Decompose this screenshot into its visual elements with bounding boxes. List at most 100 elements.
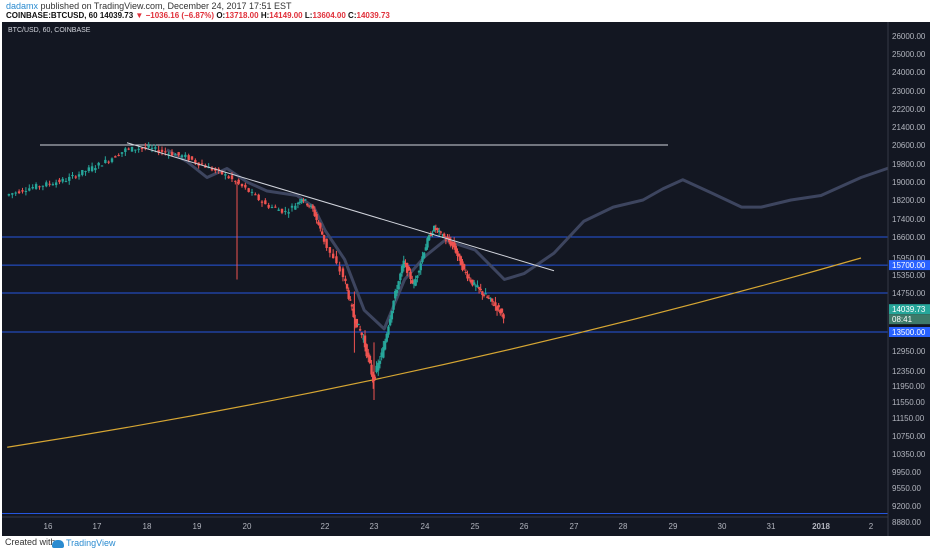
x-tick-label: 23 <box>370 522 379 531</box>
candle-body <box>392 300 395 310</box>
candle-body <box>500 308 504 313</box>
candle-body <box>385 333 388 342</box>
candle-body <box>290 205 294 208</box>
candle-body <box>7 194 11 196</box>
candle-body <box>306 203 309 206</box>
candle-body <box>444 239 448 241</box>
candle-body <box>462 264 466 270</box>
candle-body <box>502 314 505 319</box>
y-tick-label: 17400.00 <box>892 215 926 224</box>
candle-body <box>274 206 277 208</box>
price-tag <box>889 327 930 337</box>
x-tick-label: 24 <box>421 522 430 531</box>
candle-body <box>432 225 436 232</box>
candle-body <box>300 199 303 203</box>
close-label: C: <box>348 11 357 20</box>
candle-body <box>28 188 31 191</box>
candle-body <box>130 146 134 152</box>
candle-body <box>397 281 400 290</box>
candle-body <box>419 263 422 271</box>
candle-body <box>100 165 104 167</box>
candle-body <box>349 299 352 301</box>
y-tick-label: 19800.00 <box>892 160 926 169</box>
candle-body <box>45 182 48 187</box>
candle-body <box>417 271 421 273</box>
y-tick-label: 11150.00 <box>892 414 925 423</box>
trendline <box>126 142 555 272</box>
candle-body <box>296 203 300 205</box>
candle-body <box>454 245 458 253</box>
candle-body <box>180 155 184 157</box>
x-tick-label: 30 <box>718 522 727 531</box>
candle-body <box>371 373 375 383</box>
candle-body <box>280 208 284 213</box>
candle-body <box>344 278 347 282</box>
candle-body <box>54 182 58 185</box>
candle-body <box>240 183 244 187</box>
candle-body <box>461 261 464 270</box>
candle-body <box>230 175 234 180</box>
candle-body <box>363 335 367 348</box>
candle-body <box>17 191 21 194</box>
change-value: −1036.16 (−6.87%) <box>145 11 215 20</box>
candle-body <box>294 205 297 210</box>
candle-body <box>144 146 147 148</box>
candle-body <box>194 160 197 163</box>
candle-body <box>21 190 24 192</box>
chart-panel[interactable]: BTC/USD, 60, COINBASE 26000.00 25000.00 240… <box>2 22 932 536</box>
candle-body <box>260 201 264 203</box>
y-tick-label: 21400.00 <box>892 123 926 132</box>
price-chart[interactable]: BTC/USD, 60, COINBASE26000.0025000.00240… <box>2 22 932 536</box>
candle-body <box>150 147 154 149</box>
candle-body <box>331 253 335 259</box>
candle-body <box>422 252 426 258</box>
candle-body <box>492 304 495 306</box>
candle-body <box>367 352 370 358</box>
y-tick-label: 8880.00 <box>892 518 921 527</box>
candle-body <box>137 148 140 150</box>
candle-body <box>267 204 270 208</box>
candle-body <box>64 181 68 183</box>
candle-body <box>190 156 194 160</box>
x-tick-label: 20 <box>243 522 252 531</box>
candle-body <box>134 149 137 151</box>
candle-body <box>472 282 476 285</box>
candle-body <box>414 279 417 286</box>
publish-header: dadamx published on TradingView.com, Dec… <box>0 0 932 22</box>
candle-body <box>335 256 338 264</box>
open-label: O: <box>216 11 226 20</box>
candle-body <box>382 347 385 358</box>
candle-body <box>424 247 428 251</box>
candle-body <box>350 304 354 307</box>
y-axis-panel <box>888 22 930 536</box>
candle-body <box>127 148 130 150</box>
candle-body <box>482 294 486 296</box>
candle-body <box>90 166 94 172</box>
high-label: H: <box>260 11 270 20</box>
y-tick-label: 10350.00 <box>892 450 926 459</box>
author-link[interactable]: dadamx <box>6 1 39 11</box>
candle-body <box>464 272 468 274</box>
candle-body <box>321 231 324 235</box>
candle-body <box>416 275 419 278</box>
candle-body <box>471 279 474 286</box>
tradingview-logo[interactable]: TradingView <box>52 538 116 548</box>
candle-body <box>302 199 305 201</box>
candle-body <box>34 184 38 189</box>
candle-body <box>227 176 230 179</box>
x-tick-label: 18 <box>143 522 152 531</box>
candle-body <box>38 186 41 188</box>
candle-body <box>174 154 177 156</box>
candle-body <box>304 199 307 201</box>
candle-body <box>347 290 350 299</box>
x-tick-label: 31 <box>767 522 776 531</box>
candle-body <box>307 205 311 207</box>
candle-body <box>164 151 167 153</box>
y-tick-label: 15950.00 <box>892 254 926 263</box>
candle-body <box>284 210 287 212</box>
last-price: 14039.73 <box>99 11 134 20</box>
candle-body <box>375 365 378 373</box>
candle-body <box>452 242 456 248</box>
y-tick-label: 12350.00 <box>892 367 926 376</box>
candle-body <box>370 364 373 375</box>
